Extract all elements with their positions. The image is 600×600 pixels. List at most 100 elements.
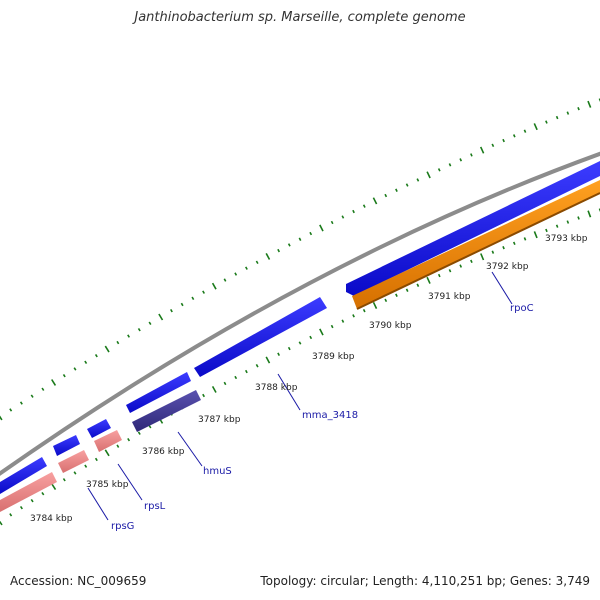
leader-mma-3418 (277, 373, 301, 411)
tick-mark (94, 457, 98, 462)
tick-mark (523, 237, 527, 241)
tick-mark (51, 379, 57, 386)
gene-label-rpsL[interactable]: rpsL (144, 501, 166, 512)
tick-mark (104, 449, 110, 457)
gene-label-hmuS[interactable]: hmuS (203, 466, 232, 477)
outer-tick-ring (0, 98, 600, 421)
gene-rpoC-forward[interactable] (346, 161, 600, 296)
gene-forward-3[interactable] (53, 435, 80, 456)
tick-mark (587, 100, 592, 108)
leader-hmuS (177, 431, 203, 467)
scale-label-3786: 3786 kbp (142, 447, 185, 457)
tick-mark (523, 129, 527, 133)
tick-mark (211, 386, 217, 393)
tick-mark (533, 231, 538, 239)
tick-mark (319, 224, 324, 232)
gene-label-rpsG[interactable]: rpsG (111, 521, 134, 532)
gene-label-rpoC[interactable]: rpoC (510, 303, 534, 314)
tick-mark (470, 153, 473, 157)
tick-mark (426, 171, 431, 179)
tick-mark (437, 273, 441, 278)
tick-mark (362, 308, 366, 313)
tick-mark (566, 111, 570, 115)
tick-mark (395, 188, 398, 192)
scale-label-3792: 3792 kbp (486, 262, 529, 272)
gene-forward-2[interactable] (0, 457, 47, 494)
gene-hmuS[interactable] (132, 390, 201, 432)
tick-mark (298, 341, 302, 345)
tick-mark (30, 394, 34, 398)
tick-mark (555, 115, 559, 120)
tick-mark (512, 134, 516, 138)
tick-mark (244, 369, 248, 374)
tick-mark (137, 327, 141, 332)
scale-label-3787: 3787 kbp (198, 415, 241, 425)
tick-mark (191, 296, 195, 300)
tick-mark (459, 264, 463, 268)
tick-mark (448, 269, 452, 273)
scale-label-3793: 3793 kbp (545, 234, 588, 244)
genome-backbone (0, 151, 600, 476)
tick-mark (352, 209, 355, 214)
tick-mark (405, 183, 409, 187)
tick-mark (566, 220, 570, 224)
tick-mark (372, 197, 378, 205)
tick-mark (459, 158, 463, 162)
tick-mark (73, 367, 77, 371)
scale-label-3784: 3784 kbp (30, 514, 73, 524)
tick-mark (416, 283, 420, 287)
tick-mark (426, 276, 431, 284)
tick-mark (127, 437, 131, 442)
tick-mark (545, 120, 548, 124)
tick-mark (587, 210, 592, 218)
gene-mma-3418-forward[interactable] (194, 297, 327, 377)
scale-label-3790: 3790 kbp (369, 321, 412, 331)
accession-text: Accession: NC_009659 (10, 574, 147, 588)
tick-mark (405, 288, 409, 292)
tick-mark (211, 282, 217, 290)
tick-mark (265, 253, 271, 260)
tick-mark (341, 215, 345, 219)
scale-label-3789: 3789 kbp (312, 352, 355, 362)
tick-mark (223, 278, 227, 282)
gene-rpoC-reverse[interactable] (352, 180, 600, 309)
scale-label-3788: 3788 kbp (255, 383, 298, 393)
tick-mark (234, 272, 238, 276)
gene-forward-4[interactable] (87, 419, 111, 438)
tick-mark (352, 314, 355, 318)
tick-mark (298, 237, 302, 241)
tick-mark (19, 505, 23, 510)
tick-mark (555, 224, 559, 228)
gene-forward-5[interactable] (126, 372, 191, 413)
tick-mark (341, 319, 345, 323)
gene-label-mma-3418[interactable]: mma_3418 (302, 410, 358, 421)
tick-mark (116, 340, 120, 345)
scale-label-3785: 3785 kbp (86, 480, 129, 490)
tick-mark (395, 293, 398, 297)
tick-mark (533, 123, 538, 131)
tick-mark (384, 298, 388, 303)
tick-mark (180, 302, 184, 307)
tick-mark (309, 231, 313, 236)
tick-mark (0, 415, 3, 421)
gene-reverse-1[interactable] (0, 472, 57, 512)
tick-mark (19, 401, 23, 405)
tick-mark (62, 478, 66, 482)
gene-rpsL[interactable] (94, 430, 122, 452)
tick-mark (148, 425, 152, 429)
tick-mark (223, 381, 227, 386)
tick-mark (0, 520, 3, 526)
leader-rpsG (87, 487, 109, 521)
tick-mark (94, 353, 98, 358)
tick-mark (512, 241, 516, 246)
tick-mark (84, 360, 88, 365)
tick-mark (41, 387, 45, 391)
tick-mark (470, 259, 473, 264)
gene-rpsG[interactable] (58, 450, 89, 473)
tick-mark (479, 146, 485, 154)
tick-mark (416, 178, 420, 182)
leader-rpsL (117, 463, 143, 501)
tick-mark (41, 491, 45, 496)
tick-mark (384, 193, 388, 198)
tick-mark (62, 373, 66, 378)
